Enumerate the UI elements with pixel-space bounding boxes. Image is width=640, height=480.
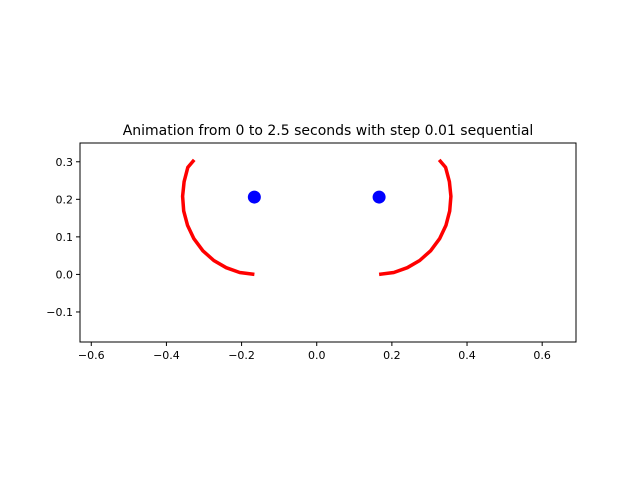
x-axis: −0.6 −0.4 −0.2 0.0 0.2 0.4 0.6 <box>78 342 551 362</box>
plot-area <box>180 158 453 277</box>
x-tick-label: 0.4 <box>458 349 476 362</box>
x-tick-label: −0.2 <box>228 349 255 362</box>
y-tick-label: 0.3 <box>56 156 74 169</box>
scatter-point <box>247 190 261 204</box>
x-tick-label: 0.6 <box>533 349 551 362</box>
y-tick-label: 0.1 <box>56 231 74 244</box>
scatter-point <box>372 190 386 204</box>
x-tick-label: 0.2 <box>383 349 401 362</box>
arc-line-2 <box>378 158 453 277</box>
y-tick-label: 0.2 <box>56 193 74 206</box>
x-tick-label: −0.6 <box>78 349 105 362</box>
x-tick-label: 0.0 <box>308 349 326 362</box>
x-tick-label: −0.4 <box>153 349 180 362</box>
axes-frame <box>79 142 577 343</box>
y-tick-label: 0.0 <box>56 268 74 281</box>
arc-line-1 <box>180 158 255 277</box>
y-axis: −0.1 0.0 0.1 0.2 0.3 <box>46 156 80 319</box>
chart-title: Animation from 0 to 2.5 seconds with ste… <box>123 123 534 139</box>
y-tick-label: −0.1 <box>46 306 73 319</box>
